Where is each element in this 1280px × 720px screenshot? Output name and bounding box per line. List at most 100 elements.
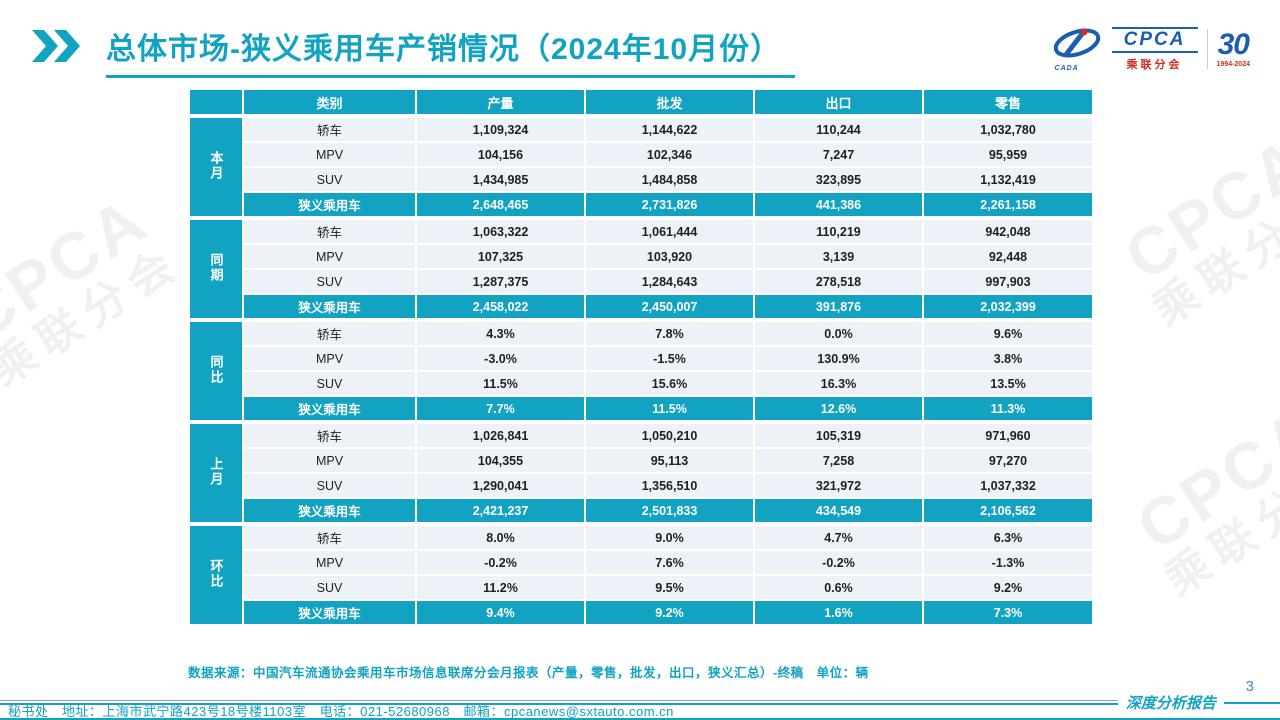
logo-divider	[1206, 29, 1208, 69]
footer-rule-short	[1224, 701, 1280, 704]
emblem-label: CADA	[1054, 65, 1079, 72]
table-row: MPV 104,355 95,113 7,258 97,270	[189, 447, 1094, 474]
table-row: 上月 轿车 1,026,841 1,050,210 105,319 971,960	[188, 420, 1094, 525]
column-header: 产量	[415, 88, 586, 118]
value-cell: 95,959	[922, 141, 1094, 168]
page-number: 3	[1245, 678, 1254, 695]
table-row: SUV 11.2% 9.5% 0.6% 9.2%	[189, 574, 1094, 601]
cpca-watermark: CPCA 乘联分会	[1120, 390, 1280, 606]
value-cell: 9.0%	[584, 522, 755, 551]
value-cell: 1,109,324	[415, 114, 586, 143]
value-cell: 2,731,826	[584, 191, 755, 219]
value-cell: 12.6%	[753, 395, 924, 423]
table-row: MPV -3.0% -1.5% 130.9% 3.8%	[189, 345, 1094, 372]
table-row: SUV 1,290,041 1,356,510 321,972 1,037,332	[189, 472, 1094, 499]
category-cell: 狭义乘用车	[242, 599, 417, 626]
value-cell: 1,032,780	[922, 114, 1094, 143]
value-cell: 6.3%	[922, 522, 1094, 551]
value-cell: 110,244	[753, 114, 924, 143]
value-cell: -1.5%	[584, 345, 755, 372]
value-cell: 1,144,622	[584, 114, 755, 143]
category-cell: 轿车	[242, 216, 417, 245]
anniversary-30-logo: 30 1994-2024	[1216, 28, 1250, 69]
value-cell: 2,501,833	[584, 497, 755, 525]
footer-contact-info: 秘书处 地址：上海市武宁路423号18号楼1103室 电话：021-526809…	[8, 704, 674, 719]
slide-header: 总体市场-狭义乘用车产销情况（2024年10月份） CADA CPCA 乘联分会…	[30, 24, 1250, 80]
value-cell: 11.5%	[415, 370, 586, 397]
anniversary-years: 1994-2024	[1216, 61, 1250, 68]
cpca-chinese-name: 乘联分会	[1126, 59, 1183, 71]
value-cell: 1,037,332	[922, 472, 1094, 499]
summary-row: 狭义乘用车 2,421,237 2,501,833 434,549 2,106,562	[189, 497, 1094, 525]
market-table: 类别 产量 批发 出口 零售 本月 轿车 1,109,324 1,144,622 110,244…	[188, 88, 1094, 626]
category-cell: SUV	[242, 370, 417, 397]
value-cell: 4.7%	[753, 522, 924, 551]
table-row: SUV 11.5% 15.6% 16.3% 13.5%	[189, 370, 1094, 397]
bottom-accent-line	[0, 718, 1280, 720]
value-cell: 323,895	[753, 166, 924, 193]
table-row: SUV 1,434,985 1,484,858 323,895 1,132,419	[189, 166, 1094, 193]
value-cell: -1.3%	[922, 549, 1094, 576]
value-cell: 2,450,007	[584, 293, 755, 321]
value-cell: 1,132,419	[922, 166, 1094, 193]
watermark-text-cn: 乘联分会	[1144, 176, 1280, 336]
footer-rule-long	[0, 700, 1118, 705]
summary-row: 狭义乘用车 2,458,022 2,450,007 391,876 2,032,399	[189, 293, 1094, 321]
table-row: 环比 轿车 8.0% 9.0% 4.7% 6.3%	[188, 522, 1094, 626]
value-cell: 391,876	[753, 293, 924, 321]
value-cell: 104,355	[415, 447, 586, 474]
column-header: 零售	[922, 88, 1094, 118]
table-row: 同比 轿车 4.3% 7.8% 0.0% 9.6%	[188, 318, 1094, 423]
category-cell: SUV	[242, 472, 417, 499]
summary-row: 狭义乘用车 2,648,465 2,731,826 441,386 2,261,158	[189, 191, 1094, 219]
value-cell: -0.2%	[753, 549, 924, 576]
value-cell: 971,960	[922, 420, 1094, 449]
cpca-watermark: CPCA 乘联分会	[0, 180, 190, 396]
footer-rule-row: 深度分析报告	[0, 692, 1280, 713]
value-cell: 1,287,375	[415, 268, 586, 295]
table-row: MPV 104,156 102,346 7,247 95,959	[189, 141, 1094, 168]
group-label: 本月	[188, 114, 244, 219]
value-cell: 7.8%	[584, 318, 755, 347]
table-row: SUV 1,287,375 1,284,643 278,518 997,903	[189, 268, 1094, 295]
value-cell: 4.3%	[415, 318, 586, 347]
category-cell: 狭义乘用车	[242, 293, 417, 321]
category-cell: 狭义乘用车	[242, 191, 417, 219]
category-cell: MPV	[242, 141, 417, 168]
value-cell: 8.0%	[415, 522, 586, 551]
value-cell: 7.7%	[415, 395, 586, 423]
value-cell: 92,448	[922, 243, 1094, 270]
value-cell: 107,325	[415, 243, 586, 270]
category-cell: 轿车	[242, 522, 417, 551]
table-row: MPV 107,325 103,920 3,139 92,448	[189, 243, 1094, 270]
value-cell: 105,319	[753, 420, 924, 449]
value-cell: 0.0%	[753, 318, 924, 347]
column-header: 出口	[753, 88, 924, 118]
value-cell: 278,518	[753, 268, 924, 295]
market-table-wrap: 类别 产量 批发 出口 零售 本月 轿车 1,109,324 1,144,622 110,244…	[188, 88, 1094, 626]
watermark-text-en: CPCA	[1111, 121, 1280, 295]
cpca-watermark: CPCA 乘联分会	[1108, 120, 1280, 336]
logo-stripe	[1111, 51, 1198, 53]
value-cell: 103,920	[584, 243, 755, 270]
table-row: 同期 轿车 1,063,322 1,061,444 110,219 942,048	[188, 216, 1094, 321]
value-cell: 1,484,858	[584, 166, 755, 193]
cada-emblem-icon: CADA	[1051, 26, 1103, 72]
value-cell: 3.8%	[922, 345, 1094, 372]
value-cell: 1.6%	[753, 599, 924, 626]
value-cell: 11.5%	[584, 395, 755, 423]
value-cell: 997,903	[922, 268, 1094, 295]
anniversary-number: 30	[1217, 28, 1250, 61]
value-cell: 1,061,444	[584, 216, 755, 245]
group-label: 同期	[188, 216, 244, 321]
value-cell: 321,972	[753, 472, 924, 499]
logo-stripe	[1111, 27, 1198, 29]
value-cell: 7.6%	[584, 549, 755, 576]
value-cell: 9.2%	[584, 599, 755, 626]
page-title: 总体市场-狭义乘用车产销情况（2024年10月份）	[106, 24, 796, 78]
value-cell: 2,106,562	[922, 497, 1094, 525]
data-source-note: 数据来源：中国汽车流通协会乘用车市场信息联席分会月报表（产量，零售，批发，出口，…	[188, 666, 869, 680]
value-cell: 1,284,643	[584, 268, 755, 295]
value-cell: 9.2%	[922, 574, 1094, 601]
